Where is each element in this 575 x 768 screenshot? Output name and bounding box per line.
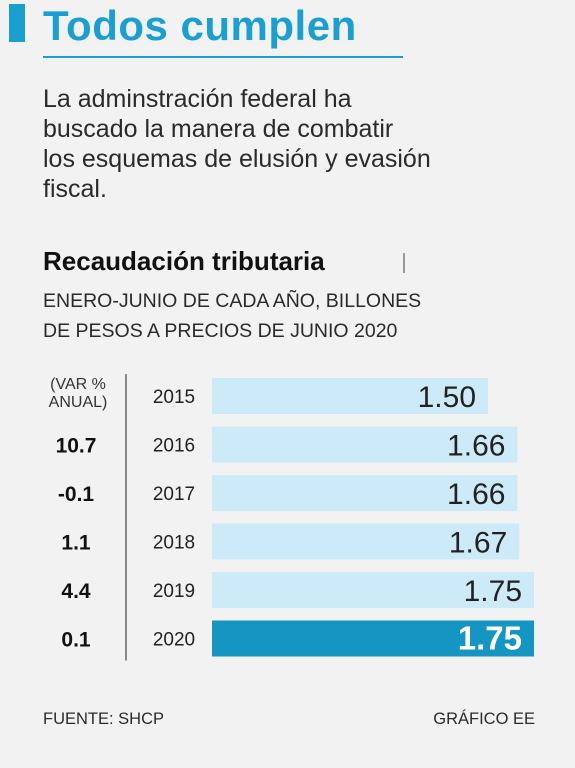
year-label: 2016: [153, 436, 195, 457]
chart-title: Recaudación tributaria: [43, 246, 325, 276]
value-label: 1.75: [464, 575, 522, 608]
intro-line: La adminstración federal ha: [43, 85, 352, 113]
headline: Todos cumplen: [43, 2, 357, 49]
year-label: 2018: [153, 533, 195, 554]
headline-rule: [43, 56, 403, 58]
title-divider: [403, 253, 405, 273]
accent-bar: [9, 4, 25, 42]
year-label: 2020: [153, 630, 195, 651]
subtitle-line: ENERO-JUNIO DE CADA AÑO, BILLONES: [43, 290, 422, 312]
bar-2018: [212, 523, 520, 560]
variation-label: 1.1: [61, 532, 91, 555]
variation-label: 0.1: [61, 629, 91, 652]
value-label: 1.50: [418, 381, 476, 414]
value-label: 1.67: [449, 527, 507, 560]
intro-line: buscado la manera de combatir: [43, 115, 394, 143]
year-label: 2017: [153, 484, 195, 505]
intro-text: La adminstración federal ha buscado la m…: [43, 84, 473, 204]
value-label: 1.75: [458, 620, 522, 657]
subtitle-line: DE PESOS A PRECIOS DE JUNIO 2020: [43, 320, 398, 342]
bar-2016: [212, 426, 518, 463]
variation-label: 10.7: [56, 435, 97, 458]
bar-2019: [212, 572, 534, 608]
chart-subtitle: ENERO-JUNIO DE CADA AÑO, BILLONES DE PES…: [43, 286, 421, 346]
bar-2020: [212, 620, 534, 657]
year-label: 2015: [153, 387, 195, 408]
value-label: 1.66: [447, 430, 505, 463]
variation-label: 4.4: [61, 580, 91, 603]
variation-header: (VAR % ANUAL): [44, 376, 112, 412]
variation-label: -0.1: [58, 483, 95, 506]
value-label: 1.66: [447, 478, 505, 511]
variation-header-line: (VAR %: [50, 376, 106, 393]
variation-header-line: ANUAL): [48, 394, 108, 411]
year-label: 2019: [153, 581, 195, 602]
source-label: FUENTE: SHCP: [43, 710, 165, 728]
intro-line: los esquemas de elusión y evasión: [43, 145, 431, 173]
bar-2015: [212, 378, 488, 414]
bar-2017: [212, 475, 518, 511]
intro-line: fiscal.: [43, 175, 107, 203]
credit-label: GRÁFICO EE: [433, 710, 535, 728]
